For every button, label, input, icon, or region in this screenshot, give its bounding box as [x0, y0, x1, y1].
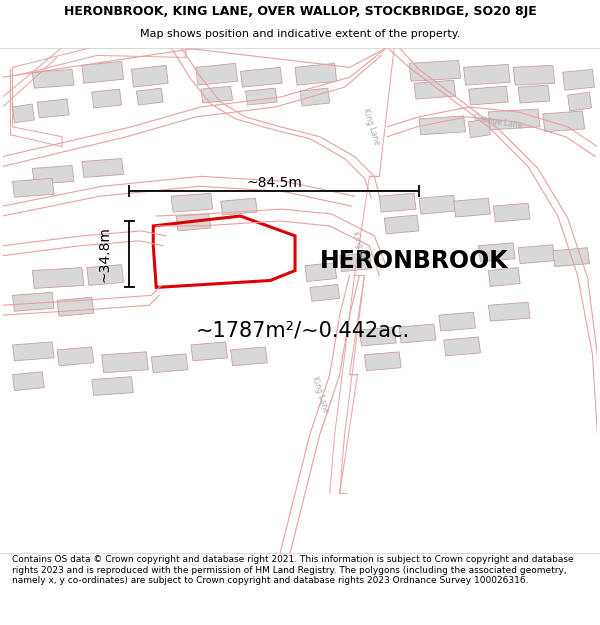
- Polygon shape: [478, 242, 515, 262]
- Text: ~1787m²/~0.442ac.: ~1787m²/~0.442ac.: [196, 320, 410, 340]
- Polygon shape: [171, 193, 213, 212]
- Polygon shape: [488, 268, 520, 286]
- Polygon shape: [176, 214, 211, 231]
- Polygon shape: [13, 178, 54, 198]
- Text: Orange Lane: Orange Lane: [473, 113, 523, 131]
- Polygon shape: [340, 253, 371, 271]
- Polygon shape: [196, 63, 238, 85]
- Polygon shape: [488, 302, 530, 321]
- Text: ~84.5m: ~84.5m: [246, 176, 302, 191]
- Polygon shape: [444, 337, 481, 356]
- Polygon shape: [92, 89, 122, 108]
- Polygon shape: [151, 354, 188, 372]
- Polygon shape: [136, 88, 163, 105]
- Polygon shape: [13, 104, 34, 123]
- Text: Contains OS data © Crown copyright and database right 2021. This information is : Contains OS data © Crown copyright and d…: [12, 555, 574, 585]
- Polygon shape: [563, 69, 595, 90]
- Polygon shape: [439, 312, 475, 331]
- Polygon shape: [379, 193, 416, 212]
- Polygon shape: [13, 342, 54, 361]
- Polygon shape: [454, 198, 490, 217]
- Polygon shape: [553, 248, 589, 267]
- Polygon shape: [305, 262, 337, 281]
- Polygon shape: [13, 292, 54, 311]
- Polygon shape: [518, 85, 550, 103]
- Polygon shape: [32, 268, 84, 288]
- Polygon shape: [102, 352, 148, 372]
- Polygon shape: [300, 88, 330, 106]
- Polygon shape: [191, 342, 227, 361]
- Text: ~34.8m: ~34.8m: [98, 226, 112, 282]
- Polygon shape: [230, 347, 267, 366]
- Polygon shape: [13, 372, 44, 391]
- Polygon shape: [384, 215, 419, 234]
- Polygon shape: [221, 198, 257, 215]
- Polygon shape: [359, 327, 396, 346]
- Polygon shape: [32, 166, 74, 184]
- Polygon shape: [201, 86, 233, 103]
- Polygon shape: [568, 92, 592, 111]
- Polygon shape: [399, 324, 436, 343]
- Polygon shape: [518, 245, 555, 264]
- Polygon shape: [37, 99, 69, 118]
- Polygon shape: [87, 264, 124, 286]
- Polygon shape: [469, 86, 508, 105]
- Polygon shape: [513, 66, 555, 85]
- Polygon shape: [419, 195, 455, 214]
- Polygon shape: [245, 88, 277, 105]
- Polygon shape: [409, 61, 461, 81]
- Polygon shape: [57, 298, 94, 316]
- Text: King Lane: King Lane: [361, 107, 382, 146]
- Text: King La.: King La.: [350, 230, 368, 262]
- Polygon shape: [57, 347, 94, 366]
- Polygon shape: [131, 66, 168, 87]
- Polygon shape: [310, 284, 340, 301]
- Polygon shape: [419, 116, 466, 135]
- Polygon shape: [32, 69, 74, 88]
- Polygon shape: [414, 80, 455, 99]
- Polygon shape: [488, 109, 540, 130]
- Polygon shape: [92, 377, 133, 396]
- Polygon shape: [241, 68, 282, 87]
- Text: HERONBROOK: HERONBROOK: [320, 249, 508, 272]
- Polygon shape: [82, 61, 124, 83]
- Polygon shape: [364, 352, 401, 371]
- Polygon shape: [464, 64, 510, 85]
- Text: King Lane: King Lane: [310, 375, 330, 414]
- Polygon shape: [82, 159, 124, 177]
- Polygon shape: [295, 63, 337, 85]
- Text: HERONBROOK, KING LANE, OVER WALLOP, STOCKBRIDGE, SO20 8JE: HERONBROOK, KING LANE, OVER WALLOP, STOC…: [64, 6, 536, 18]
- Polygon shape: [469, 119, 490, 138]
- Polygon shape: [543, 111, 584, 132]
- Text: Map shows position and indicative extent of the property.: Map shows position and indicative extent…: [140, 29, 460, 39]
- Polygon shape: [493, 203, 530, 222]
